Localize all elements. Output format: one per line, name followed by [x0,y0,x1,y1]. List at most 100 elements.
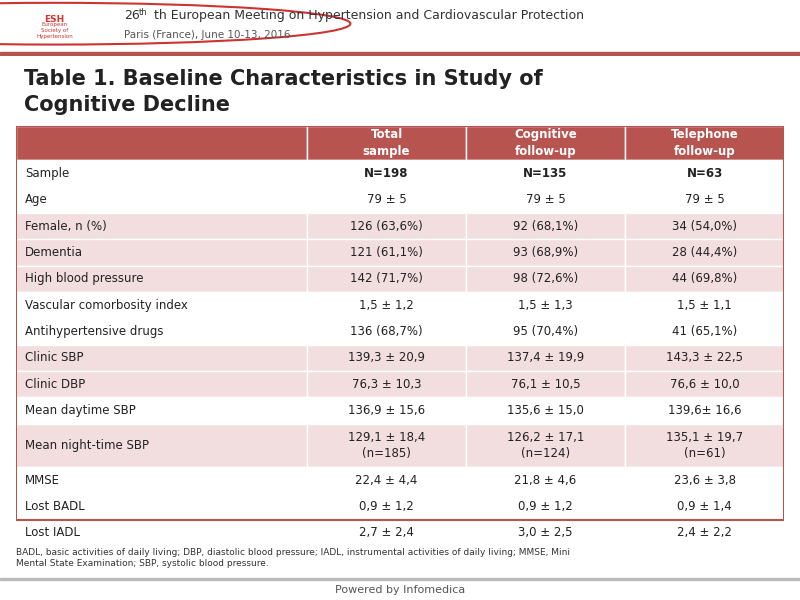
Text: BADL, basic activities of daily living; DBP, diastolic blood pressure; IADL, ins: BADL, basic activities of daily living; … [16,548,570,568]
Text: 0,9 ± 1,2: 0,9 ± 1,2 [359,500,414,513]
Text: 44 (69,8%): 44 (69,8%) [672,272,737,285]
Text: 93 (68,9%): 93 (68,9%) [513,246,578,259]
Text: 0,9 ± 1,4: 0,9 ± 1,4 [677,500,732,513]
Text: Lost IADL: Lost IADL [26,526,80,539]
Bar [625,160,784,187]
Bar [466,213,625,239]
Bar [307,467,466,493]
Bar [307,266,466,292]
Text: th: th [138,8,147,17]
Text: Antihypertensive drugs: Antihypertensive drugs [26,325,164,338]
Bar [16,397,307,424]
Bar [466,424,625,467]
Text: 139,6± 16,6: 139,6± 16,6 [668,404,742,417]
Text: 1,5 ± 1,2: 1,5 ± 1,2 [359,299,414,311]
Text: 1,5 ± 1,3: 1,5 ± 1,3 [518,299,573,311]
Bar [625,371,784,397]
Bar [307,520,466,546]
Text: 139,3 ± 20,9: 139,3 ± 20,9 [348,351,425,364]
Text: 76,1 ± 10,5: 76,1 ± 10,5 [510,377,580,391]
Text: European
Society of
Hypertension: European Society of Hypertension [36,22,73,39]
Text: 137,4 ± 19,9: 137,4 ± 19,9 [507,351,584,364]
Bar [307,397,466,424]
Bar [625,292,784,318]
Bar [307,493,466,520]
Bar [466,187,625,213]
Text: 2,7 ± 2,4: 2,7 ± 2,4 [359,526,414,539]
Bar [625,126,784,160]
Bar [466,493,625,520]
Text: Clinic SBP: Clinic SBP [26,351,84,364]
Text: 0,9 ± 1,2: 0,9 ± 1,2 [518,500,573,513]
Bar [16,424,307,467]
Bar [625,397,784,424]
Text: Female, n (%): Female, n (%) [26,220,107,233]
Bar [466,371,625,397]
Bar [16,213,307,239]
Text: Powered by Infomedica: Powered by Infomedica [335,586,465,595]
Text: N=198: N=198 [364,167,409,180]
Text: High blood pressure: High blood pressure [26,272,144,285]
Text: 135,1 ± 19,7
(n=61): 135,1 ± 19,7 (n=61) [666,431,743,460]
Text: Table 1. Baseline Characteristics in Study of
Cognitive Decline: Table 1. Baseline Characteristics in Stu… [24,69,542,115]
Text: 3,0 ± 2,5: 3,0 ± 2,5 [518,526,573,539]
Bar [307,318,466,344]
Bar [16,493,307,520]
Bar [466,318,625,344]
Text: 129,1 ± 18,4
(n=185): 129,1 ± 18,4 (n=185) [348,431,425,460]
Text: 26: 26 [124,9,140,22]
Bar [466,397,625,424]
Bar [307,187,466,213]
Text: Mean daytime SBP: Mean daytime SBP [26,404,136,417]
Text: 28 (44,4%): 28 (44,4%) [672,246,737,259]
Bar [625,266,784,292]
Bar [16,187,307,213]
Text: Cognitive
follow-up: Cognitive follow-up [514,128,577,158]
Text: Dementia: Dementia [26,246,83,259]
Text: 76,3 ± 10,3: 76,3 ± 10,3 [352,377,422,391]
Text: 126 (63,6%): 126 (63,6%) [350,220,423,233]
Bar [16,266,307,292]
Text: 135,6 ± 15,0: 135,6 ± 15,0 [507,404,584,417]
Bar [307,160,466,187]
Text: Mean night-time SBP: Mean night-time SBP [26,439,150,452]
Bar [466,266,625,292]
Text: Total
sample: Total sample [363,128,410,158]
Text: 136,9 ± 15,6: 136,9 ± 15,6 [348,404,425,417]
Text: 2,4 ± 2,2: 2,4 ± 2,2 [677,526,732,539]
Text: 136 (68,7%): 136 (68,7%) [350,325,423,338]
Bar [466,292,625,318]
Text: 41 (65,1%): 41 (65,1%) [672,325,737,338]
Bar [16,292,307,318]
Bar [16,371,307,397]
Text: 22,4 ± 4,4: 22,4 ± 4,4 [355,473,418,487]
Bar [307,424,466,467]
Text: Clinic DBP: Clinic DBP [26,377,86,391]
Bar [625,467,784,493]
Text: Age: Age [26,193,48,206]
Text: Sample: Sample [26,167,70,180]
Bar [625,493,784,520]
Text: Vascular comorbosity index: Vascular comorbosity index [26,299,188,311]
Text: ESH: ESH [44,14,65,23]
Text: 1,5 ± 1,1: 1,5 ± 1,1 [677,299,732,311]
Bar [16,126,307,160]
Text: 95 (70,4%): 95 (70,4%) [513,325,578,338]
Bar [16,520,307,546]
Text: 121 (61,1%): 121 (61,1%) [350,246,423,259]
Text: June 10-13, 2016: June 10-13, 2016 [698,35,762,44]
Bar [625,344,784,371]
Bar [307,213,466,239]
Bar [466,126,625,160]
Bar [0,52,800,56]
Text: N=135: N=135 [523,167,568,180]
Bar [625,213,784,239]
Text: 98 (72,6%): 98 (72,6%) [513,272,578,285]
Text: 76,6 ± 10,0: 76,6 ± 10,0 [670,377,739,391]
Bar [0,578,800,580]
Bar [307,126,466,160]
Text: PARIS: PARIS [703,7,757,25]
Text: 34 (54,0%): 34 (54,0%) [672,220,737,233]
Bar [16,160,307,187]
Text: 79 ± 5: 79 ± 5 [366,193,406,206]
